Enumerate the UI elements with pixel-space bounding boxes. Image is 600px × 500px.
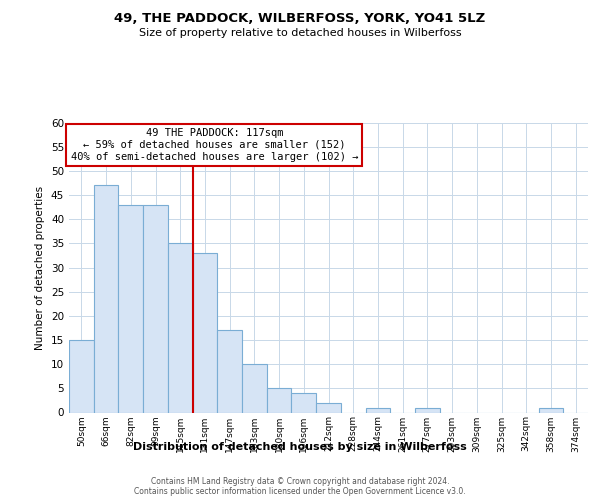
Bar <box>415 408 440 412</box>
Text: Size of property relative to detached houses in Wilberfoss: Size of property relative to detached ho… <box>139 28 461 38</box>
Bar <box>69 340 94 412</box>
Bar <box>217 330 242 412</box>
Bar <box>118 204 143 412</box>
Y-axis label: Number of detached properties: Number of detached properties <box>35 186 46 350</box>
Text: Contains public sector information licensed under the Open Government Licence v3: Contains public sector information licen… <box>134 486 466 496</box>
Bar <box>267 388 292 412</box>
Bar <box>193 253 217 412</box>
Bar <box>168 244 193 412</box>
Text: 49, THE PADDOCK, WILBERFOSS, YORK, YO41 5LZ: 49, THE PADDOCK, WILBERFOSS, YORK, YO41 … <box>115 12 485 26</box>
Bar <box>292 393 316 412</box>
Bar <box>365 408 390 412</box>
Bar <box>94 186 118 412</box>
Bar <box>143 204 168 412</box>
Text: 49 THE PADDOCK: 117sqm
← 59% of detached houses are smaller (152)
40% of semi-de: 49 THE PADDOCK: 117sqm ← 59% of detached… <box>71 128 358 162</box>
Text: Contains HM Land Registry data © Crown copyright and database right 2024.: Contains HM Land Registry data © Crown c… <box>151 476 449 486</box>
Bar <box>316 403 341 412</box>
Bar <box>242 364 267 412</box>
Text: Distribution of detached houses by size in Wilberfoss: Distribution of detached houses by size … <box>133 442 467 452</box>
Bar <box>539 408 563 412</box>
